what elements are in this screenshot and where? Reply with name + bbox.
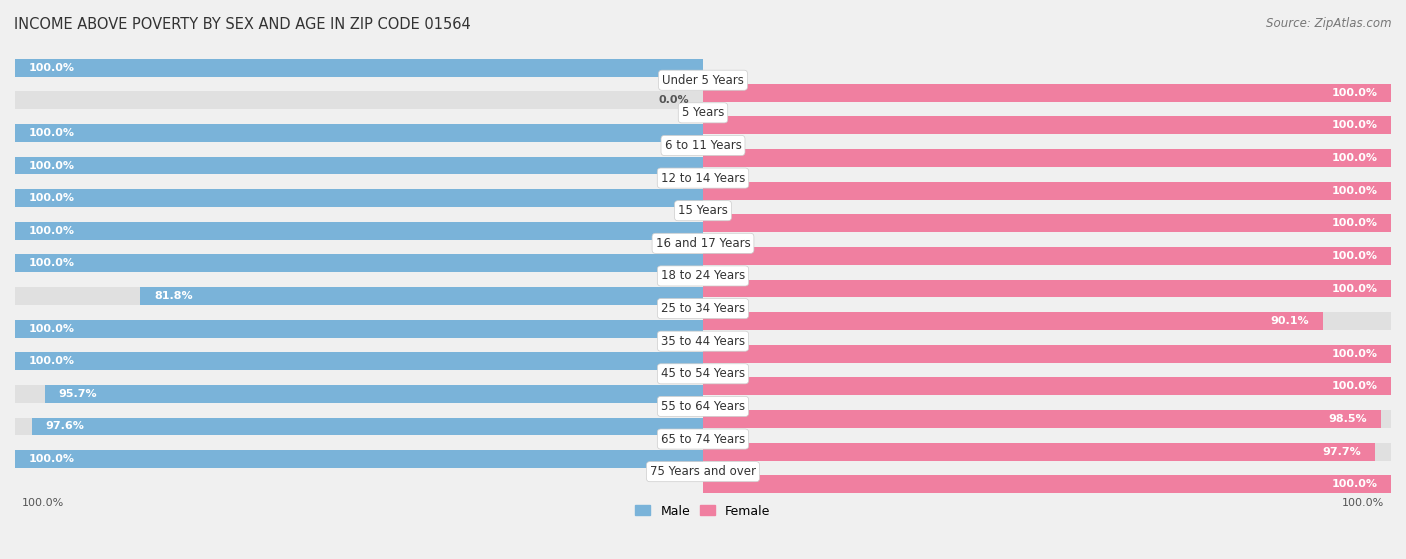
Text: 25 to 34 Years: 25 to 34 Years (661, 302, 745, 315)
Bar (15, 157, 703, 174)
Legend: Male, Female: Male, Female (630, 500, 776, 523)
Text: 75 Years and over: 75 Years and over (650, 465, 756, 478)
Text: 100.0%: 100.0% (1331, 120, 1378, 130)
Bar (15, 450, 703, 468)
Text: 16 and 17 Years: 16 and 17 Years (655, 237, 751, 250)
Bar (703, 475, 1391, 493)
Bar (703, 312, 1391, 330)
Text: 100.0%: 100.0% (28, 454, 75, 464)
Bar (703, 149, 1391, 167)
Bar (15, 124, 703, 142)
Bar (703, 312, 1323, 330)
Bar (15, 59, 703, 77)
Text: 100.0%: 100.0% (28, 160, 75, 170)
Text: Under 5 Years: Under 5 Years (662, 74, 744, 87)
Text: 100.0%: 100.0% (1331, 283, 1378, 293)
Text: 97.6%: 97.6% (45, 421, 84, 432)
Bar (15, 287, 703, 305)
Bar (703, 377, 1391, 395)
Text: 6 to 11 Years: 6 to 11 Years (665, 139, 741, 152)
Text: 100.0%: 100.0% (1331, 218, 1378, 228)
Bar (15, 124, 703, 142)
Text: 100.0%: 100.0% (28, 128, 75, 138)
Text: 100.0%: 100.0% (1331, 153, 1378, 163)
Text: 90.1%: 90.1% (1271, 316, 1309, 326)
Text: 100.0%: 100.0% (1331, 88, 1378, 98)
Bar (703, 280, 1391, 297)
Text: 12 to 14 Years: 12 to 14 Years (661, 172, 745, 184)
Text: 15 Years: 15 Years (678, 204, 728, 217)
Text: 65 to 74 Years: 65 to 74 Years (661, 433, 745, 446)
Text: 100.0%: 100.0% (28, 324, 75, 334)
Bar (703, 214, 1391, 232)
Text: 100.0%: 100.0% (28, 258, 75, 268)
Bar (703, 345, 1391, 363)
Bar (15, 59, 703, 77)
Text: 55 to 64 Years: 55 to 64 Years (661, 400, 745, 413)
Text: 18 to 24 Years: 18 to 24 Years (661, 269, 745, 282)
Bar (45, 385, 703, 403)
Text: 100.0%: 100.0% (1341, 498, 1384, 508)
Bar (15, 352, 703, 370)
Text: 100.0%: 100.0% (28, 63, 75, 73)
Bar (15, 320, 703, 338)
Bar (15, 189, 703, 207)
Bar (703, 182, 1391, 200)
Bar (703, 345, 1391, 363)
Text: 81.8%: 81.8% (155, 291, 193, 301)
Bar (703, 116, 1391, 134)
Bar (15, 222, 703, 240)
Bar (15, 254, 703, 272)
Text: 100.0%: 100.0% (1331, 186, 1378, 196)
Bar (703, 214, 1391, 232)
Bar (703, 475, 1391, 493)
Bar (703, 182, 1391, 200)
Bar (15, 320, 703, 338)
Bar (703, 149, 1391, 167)
Bar (15, 157, 703, 174)
Text: 5 Years: 5 Years (682, 106, 724, 119)
Bar (15, 254, 703, 272)
Bar (15, 352, 703, 370)
Bar (703, 84, 1391, 102)
Text: 100.0%: 100.0% (22, 498, 65, 508)
Text: 97.7%: 97.7% (1323, 447, 1361, 457)
Text: 100.0%: 100.0% (28, 226, 75, 236)
Text: 45 to 54 Years: 45 to 54 Years (661, 367, 745, 380)
Text: 100.0%: 100.0% (28, 356, 75, 366)
Text: 95.7%: 95.7% (58, 389, 97, 399)
Bar (703, 443, 1375, 461)
Text: 100.0%: 100.0% (1331, 381, 1378, 391)
Bar (15, 450, 703, 468)
Text: 100.0%: 100.0% (1331, 251, 1378, 261)
Text: 100.0%: 100.0% (1331, 479, 1378, 489)
Bar (15, 385, 703, 403)
Bar (15, 91, 703, 109)
Text: 98.5%: 98.5% (1329, 414, 1367, 424)
Text: Source: ZipAtlas.com: Source: ZipAtlas.com (1267, 17, 1392, 30)
Bar (15, 189, 703, 207)
Text: 0.0%: 0.0% (658, 95, 689, 105)
Bar (31, 418, 703, 435)
Bar (703, 377, 1391, 395)
Bar (703, 247, 1391, 265)
Bar (15, 222, 703, 240)
Text: 35 to 44 Years: 35 to 44 Years (661, 335, 745, 348)
Bar (703, 247, 1391, 265)
Bar (15, 418, 703, 435)
Bar (703, 116, 1391, 134)
Bar (703, 280, 1391, 297)
Bar (703, 410, 1381, 428)
Bar (703, 443, 1391, 461)
Text: 100.0%: 100.0% (1331, 349, 1378, 359)
Text: INCOME ABOVE POVERTY BY SEX AND AGE IN ZIP CODE 01564: INCOME ABOVE POVERTY BY SEX AND AGE IN Z… (14, 17, 471, 32)
Bar (703, 84, 1391, 102)
Bar (703, 410, 1391, 428)
Text: 100.0%: 100.0% (28, 193, 75, 203)
Bar (141, 287, 703, 305)
